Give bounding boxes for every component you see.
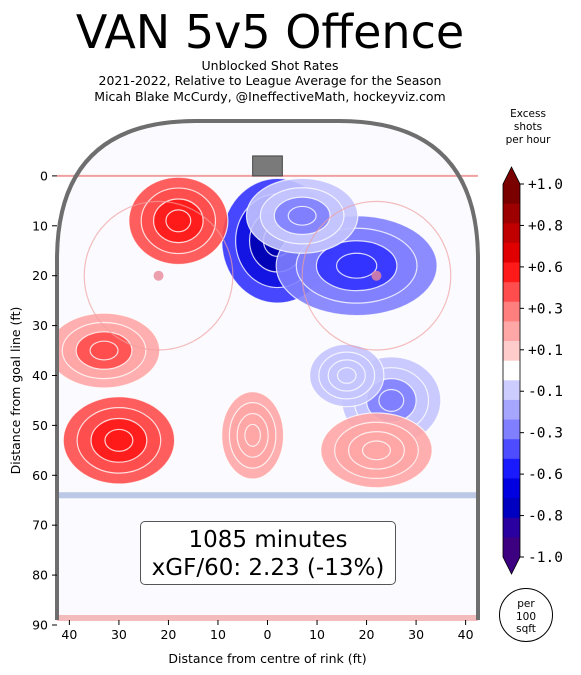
colorbar-min-arrow [503, 557, 520, 574]
colorbar-level [503, 242, 520, 264]
heat-layer [57, 176, 442, 489]
faceoff-dot-left [153, 270, 164, 281]
x-tick-label: 30 [408, 627, 424, 642]
summary-box: 1085 minutes xGF/60: 2.23 (-13%) [140, 521, 396, 585]
y-tick-label: 60 [32, 468, 48, 483]
colorbar-level [503, 360, 520, 381]
y-tick-label: 90 [32, 617, 48, 632]
colorbar-level [503, 478, 520, 499]
colorbar-tick-label: -0.1 [528, 384, 563, 400]
colorbar-level [503, 203, 520, 224]
rink-boards [55, 119, 480, 620]
heat-region-2-level-3 [287, 205, 317, 226]
colorbar-tick-label: -1.0 [528, 550, 563, 566]
heat-region-3-level-3 [378, 388, 405, 412]
colorbar: +1.0 +0.8 +0.6 +0.3 +0.1 -0.1 -0.3 -0.6 -0.8 -1.0 [502, 166, 563, 575]
heat-region-7-level-3 [104, 428, 134, 452]
heat-region-8-level-3 [244, 423, 261, 447]
heat-region-5-level-3 [165, 209, 192, 233]
x-tick-label: 40 [458, 627, 474, 642]
colorbar-level [503, 223, 520, 244]
colorbar-level [503, 439, 520, 460]
y-tick-label: 0 [40, 168, 48, 183]
colorbar-level [503, 517, 520, 538]
y-tick-label: 20 [32, 268, 48, 283]
x-tick-label: 20 [359, 627, 375, 642]
minutes-label: 1085 minutes [188, 527, 348, 553]
heat-region-4-level-3 [336, 367, 357, 384]
blue-line [57, 492, 478, 499]
unit-badge: per 100 sqft [499, 588, 553, 642]
colorbar-tick-label: +0.6 [528, 260, 563, 276]
chart-season-line: 2021-2022, Relative to League Average fo… [98, 73, 442, 88]
x-tick-label: 10 [309, 627, 325, 642]
xgf-label: xGF/60: 2.23 (-13%) [151, 555, 385, 581]
heat-region-9-level-3 [361, 440, 391, 461]
colorbar-level [503, 419, 520, 440]
colorbar-level [503, 537, 520, 558]
centre-line [57, 615, 478, 621]
y-tick-label: 10 [32, 218, 48, 233]
chart-subtitle: Unblocked Shot Rates [201, 58, 339, 73]
colorbar-tick-label: -0.3 [528, 426, 563, 442]
x-tick-label: 10 [210, 627, 226, 642]
x-tick-label: 20 [160, 627, 176, 642]
faceoff-dot-right [371, 270, 382, 281]
colorbar-tick-label: -0.6 [528, 467, 563, 483]
colorbar-tick-label: +1.0 [528, 177, 563, 193]
y-tick-label: 80 [32, 568, 48, 583]
chart-title: VAN 5v5 Offence [75, 5, 465, 59]
colorbar-level [503, 341, 520, 362]
colorbar-level [503, 282, 520, 303]
colorbar-level [503, 399, 520, 421]
heat-region-6-level-3 [89, 340, 119, 361]
x-axis-label: Distance from centre of rink (ft) [168, 651, 366, 666]
colorbar-tick-label: +0.1 [528, 343, 563, 359]
colorbar-level [503, 321, 520, 342]
colorbar-tick-label: +0.8 [528, 218, 563, 234]
y-axis-label: Distance from goal line (ft) [8, 307, 23, 475]
colorbar-level [503, 262, 520, 283]
x-tick-label: 30 [111, 627, 127, 642]
colorbar-tick-label: +0.3 [528, 301, 563, 317]
colorbar-tick-label: -0.8 [528, 509, 563, 525]
colorbar-level [503, 458, 520, 479]
colorbar-level [503, 301, 520, 322]
y-tick-label: 50 [32, 418, 48, 433]
faceoff-circle-right [301, 200, 452, 351]
y-tick-label: 70 [32, 518, 48, 533]
heat-region-1-level-3 [335, 252, 378, 279]
y-tick-label: 30 [32, 318, 48, 333]
axes: 40 30 20 10 0 10 20 30 40 0 10 20 30 40 50 60 70 80 90 Dist… [8, 168, 474, 666]
colorbar-level [503, 380, 520, 401]
chart-credit-line: Micah Blake McCurdy, @IneffectiveMath, h… [94, 89, 446, 104]
colorbar-title: Excess shots per hour [505, 108, 551, 146]
goal-net [252, 155, 283, 177]
colorbar-level [503, 184, 520, 205]
colorbar-level [503, 498, 520, 519]
x-tick-label: 40 [61, 627, 77, 642]
x-tick-label: 0 [264, 627, 272, 642]
colorbar-max-arrow [503, 167, 520, 184]
y-tick-label: 40 [32, 368, 48, 383]
faceoff-circle-left [83, 200, 234, 351]
